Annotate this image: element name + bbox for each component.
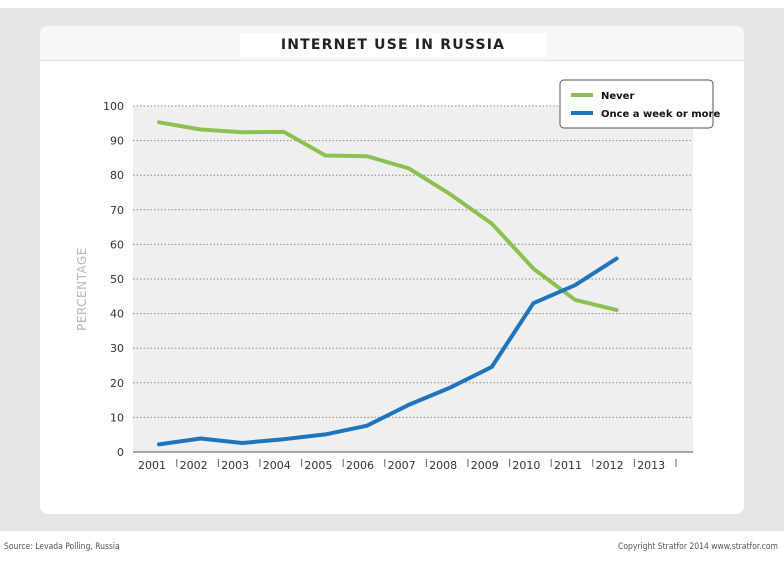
legend: Never Once a week or more (559, 79, 720, 129)
x-tick-label: 2013 (637, 459, 665, 472)
x-tick-label: 2009 (471, 459, 499, 472)
gridlines (133, 105, 693, 453)
y-tick-label: 100 (103, 100, 124, 113)
x-tick-label: 2006 (346, 459, 374, 472)
series-lines (157, 120, 619, 447)
legend-label: Never (601, 91, 634, 102)
x-axis-ticks: 2001 2002 2003 2004 2005 2006 2007 2008 2009 2010… (138, 459, 677, 472)
x-tick-label: 2004 (263, 459, 291, 472)
y-axis-label: PERCENTAGE (75, 247, 89, 331)
y-tick-label: 10 (110, 411, 124, 424)
legend-label: Once a week or more (601, 109, 720, 120)
x-tick-label: 2002 (180, 459, 208, 472)
x-tick-label: 2005 (304, 459, 332, 472)
y-axis-ticks: 0 10 20 30 40 50 60 70 80 90 100 (103, 100, 124, 459)
x-tick-label: 2007 (388, 459, 416, 472)
x-tick-label: 2003 (221, 459, 249, 472)
chart-title: INTERNET USE IN RUSSIA (280, 37, 506, 53)
source-note: Source: Levada Polling, Russia (4, 542, 120, 552)
y-tick-label: 40 (110, 308, 124, 321)
x-tick-label: 2008 (429, 459, 457, 472)
x-tick-label: 2010 (512, 459, 540, 472)
x-tick-label: 2001 (138, 459, 166, 472)
series-line-0 (157, 120, 619, 313)
copyright-note: Copyright Stratfor 2014 www.stratfor.com (618, 542, 778, 552)
y-tick-label: 50 (110, 273, 124, 286)
y-tick-label: 90 (110, 135, 124, 148)
x-tick-label: 2011 (554, 459, 582, 472)
y-tick-label: 80 (110, 169, 124, 182)
y-tick-label: 60 (110, 238, 124, 251)
x-tick-label: 2012 (596, 459, 624, 472)
title-box (240, 33, 546, 57)
y-tick-label: 30 (110, 342, 124, 355)
legend-box (559, 79, 714, 129)
series-line-1 (157, 256, 619, 447)
y-tick-label: 70 (110, 204, 124, 217)
y-tick-label: 20 (110, 377, 124, 390)
y-tick-label: 0 (117, 446, 124, 459)
